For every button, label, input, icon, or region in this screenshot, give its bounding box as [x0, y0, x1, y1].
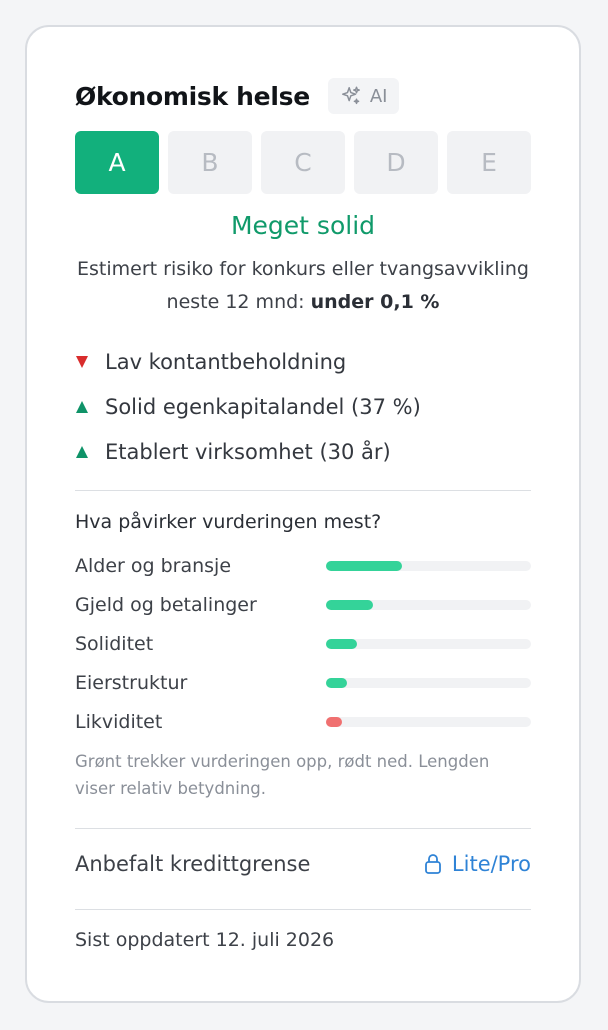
influence-label: Eierstruktur: [75, 671, 188, 694]
factor-item: Lav kontantbeholdning: [75, 339, 531, 384]
triangle-down-icon: [76, 355, 88, 368]
grade-d[interactable]: D: [354, 131, 438, 194]
card-title: Økonomisk helse: [75, 81, 310, 111]
factor-item: Etablert virksomhet (30 år): [75, 429, 531, 474]
risk-estimate: Estimert risiko for konkurs eller tvangs…: [69, 253, 537, 319]
influence-row: Eierstruktur: [75, 663, 531, 702]
grade-a[interactable]: A: [75, 131, 159, 194]
lock-icon: [425, 854, 441, 874]
influence-label: Alder og bransje: [75, 554, 232, 577]
card-header: Økonomisk helse AI: [75, 77, 400, 115]
influence-bar-fill: [326, 638, 357, 649]
influence-row: Soliditet: [75, 624, 531, 663]
triangle-up-icon: [76, 400, 88, 413]
influence-note: Grønt trekker vurderingen opp, rødt ned.…: [75, 752, 490, 798]
divider: [75, 909, 531, 910]
risk-text: Estimert risiko for konkurs eller tvangs…: [77, 258, 529, 313]
key-factors-list: Lav kontantbeholdning Solid egenkapitalan…: [75, 339, 531, 474]
factor-text: Etablert virksomhet (30 år): [105, 439, 391, 464]
credit-limit-label: Anbefalt kredittgrense: [75, 852, 311, 876]
influence-label: Gjeld og betalinger: [75, 593, 257, 616]
grade-c[interactable]: C: [261, 131, 345, 194]
influence-bar-fill: [326, 716, 343, 727]
influence-track: [326, 677, 531, 688]
sparkle-icon: [341, 86, 360, 105]
upgrade-link-label: Lite/Pro: [451, 852, 531, 876]
credit-limit-row: Anbefalt kredittgrense Lite/Pro: [75, 852, 531, 876]
factor-text: Solid egenkapitalandel (37 %): [105, 394, 421, 419]
influence-label: Likviditet: [75, 710, 163, 733]
factor-item: Solid egenkapitalandel (37 %): [75, 384, 531, 429]
verdict-label: Meget solid: [230, 211, 376, 240]
grade-b[interactable]: B: [168, 131, 252, 194]
influence-track: [326, 560, 531, 571]
triangle-up-icon: [76, 445, 88, 458]
ai-badge[interactable]: AI: [327, 78, 400, 114]
influence-title: Hva påvirker vurderingen mest?: [75, 511, 382, 533]
influence-track: [326, 599, 531, 610]
risk-value: under 0,1 %: [310, 291, 440, 313]
influence-row: Gjeld og betalinger: [75, 585, 531, 624]
divider: [75, 828, 531, 829]
influence-row: Alder og bransje: [75, 546, 531, 585]
upgrade-link[interactable]: Lite/Pro: [424, 852, 531, 876]
influence-bar-fill: [326, 599, 374, 610]
influence-row: Likviditet: [75, 702, 531, 741]
influence-track: [326, 638, 531, 649]
last-updated: Sist oppdatert 12. juli 2026: [75, 929, 335, 951]
influence-bar-fill: [326, 677, 347, 688]
influence-bars: Alder og bransje Gjeld og betalinger Solid…: [75, 546, 531, 741]
factor-text: Lav kontantbeholdning: [105, 349, 347, 374]
grade-e[interactable]: E: [447, 131, 531, 194]
influence-bar-fill: [326, 560, 402, 571]
influence-label: Soliditet: [75, 632, 154, 655]
divider: [75, 490, 531, 491]
influence-track: [326, 716, 531, 727]
ai-badge-label: AI: [369, 85, 388, 107]
